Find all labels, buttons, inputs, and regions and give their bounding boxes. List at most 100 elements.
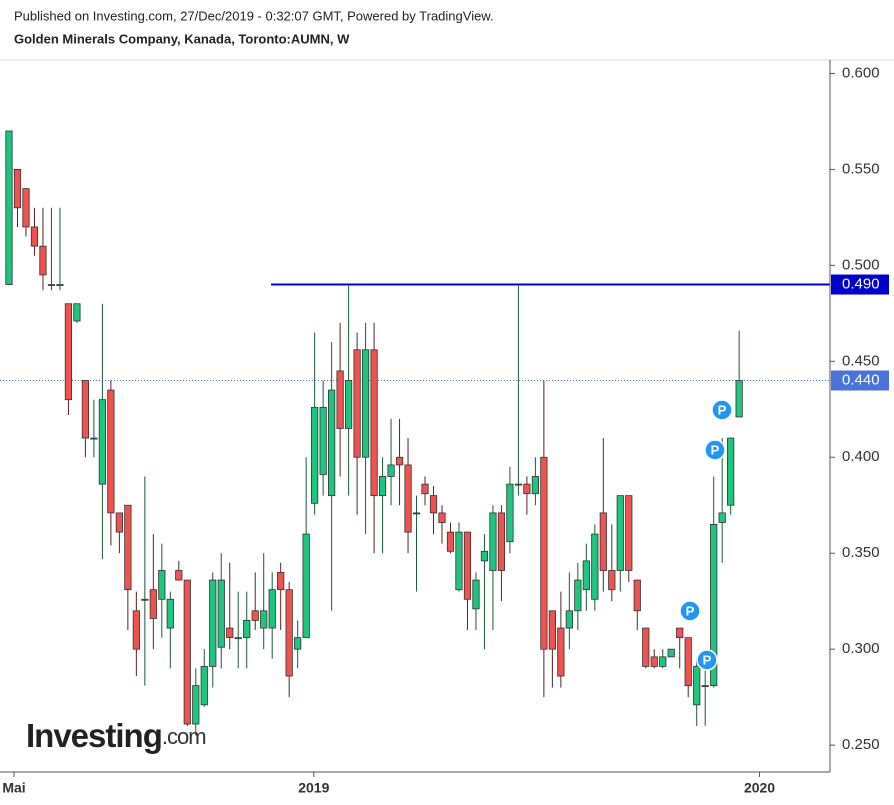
candle-body: [659, 656, 667, 667]
candle-body: [370, 349, 378, 497]
candle-body: [56, 284, 64, 286]
candle-body: [149, 589, 157, 619]
candle-body: [676, 627, 684, 639]
y-tick-label: 0.300: [842, 640, 880, 657]
candle-body: [718, 512, 726, 523]
candle-body: [540, 456, 548, 650]
candle-body: [107, 389, 115, 514]
candle-body: [548, 610, 556, 650]
candle-body: [200, 666, 208, 706]
candle-body: [387, 464, 395, 477]
candle-body: [557, 627, 565, 677]
candle-body: [13, 168, 22, 209]
candle-body: [132, 610, 140, 650]
candle-body: [319, 406, 327, 475]
candle-body: [158, 570, 166, 600]
candle-body: [429, 495, 438, 514]
candle-body: [251, 610, 259, 621]
candle-body: [192, 685, 200, 725]
candle-body: [650, 656, 658, 667]
candle-body: [39, 245, 47, 276]
candle-body: [565, 610, 573, 629]
candle-body: [472, 579, 480, 610]
candle-body: [582, 560, 590, 591]
candle-body: [531, 476, 539, 495]
price-label-box: [831, 370, 889, 391]
candle-body: [633, 579, 641, 612]
candle-body: [608, 570, 616, 591]
candle-body: [421, 483, 429, 495]
candle-body: [175, 570, 183, 581]
logo-name: Investing: [26, 717, 162, 754]
plot-area: [0, 130, 830, 736]
candle-body: [217, 579, 225, 648]
candle-body: [591, 533, 599, 600]
candle-body: [489, 512, 497, 571]
candle-body: [353, 349, 361, 458]
candle-body: [684, 637, 692, 687]
price-label: 0.440: [842, 371, 880, 388]
candle-body: [336, 370, 344, 429]
candle-body: [412, 512, 421, 515]
candle-body: [5, 130, 13, 285]
candle-body: [574, 579, 582, 612]
candle-body: [480, 550, 489, 562]
y-tick-label: 0.500: [842, 256, 880, 273]
candle-body: [735, 380, 743, 418]
candle-body: [234, 637, 242, 640]
candle-body: [98, 399, 106, 485]
marker-badge: [696, 649, 718, 671]
candle-body: [506, 483, 514, 543]
candle-body: [701, 685, 709, 688]
candle-body: [514, 483, 523, 486]
candle-body: [124, 504, 132, 591]
candle-body: [404, 464, 412, 533]
marker-badge: [711, 399, 733, 421]
candle-body: [73, 303, 81, 322]
x-tick-label: 2020: [744, 780, 775, 796]
candle-body: [311, 406, 319, 504]
candle-body: [463, 531, 472, 600]
marker-badge: [704, 439, 726, 461]
candle-body: [81, 380, 90, 439]
candle-body: [285, 589, 293, 677]
candle-body: [395, 456, 404, 466]
candle-body: [446, 531, 455, 552]
candle-body: [226, 627, 234, 639]
candle-body: [616, 495, 624, 571]
candle-body: [294, 637, 302, 650]
marker-label: P: [686, 603, 695, 618]
price-label: 0.490: [842, 276, 880, 293]
candle-body: [667, 648, 675, 658]
y-tick-label: 0.350: [842, 544, 880, 561]
logo-suffix: .com: [162, 724, 206, 749]
candle-body: [328, 389, 336, 497]
candle-body: [599, 512, 607, 571]
x-tick-label: 2019: [298, 780, 329, 796]
marker-badge: [679, 600, 701, 622]
candle-body: [625, 495, 633, 571]
candle-body: [361, 349, 370, 458]
candle-body: [438, 512, 446, 523]
candle-body: [166, 598, 174, 629]
y-tick-label: 0.550: [842, 160, 880, 177]
candle-body: [47, 284, 56, 286]
candle-body: [268, 589, 276, 629]
candle-body: [378, 476, 387, 497]
candle-body: [302, 533, 310, 639]
candle-body: [727, 437, 735, 506]
y-tick-label: 0.250: [842, 736, 880, 753]
candle-body: [260, 610, 268, 629]
candle-body: [30, 226, 39, 247]
candle-body: [642, 627, 650, 667]
candle-body: [141, 598, 149, 601]
logo: Investing.com: [26, 717, 206, 754]
candle-body: [90, 437, 98, 440]
candle-body: [345, 380, 353, 429]
candle-body: [183, 579, 191, 725]
symbol-title: Golden Minerals Company, Kanada, Toronto…: [14, 31, 350, 46]
candle-body: [64, 303, 73, 401]
candle-body: [710, 524, 718, 687]
marker-label: P: [718, 402, 727, 417]
